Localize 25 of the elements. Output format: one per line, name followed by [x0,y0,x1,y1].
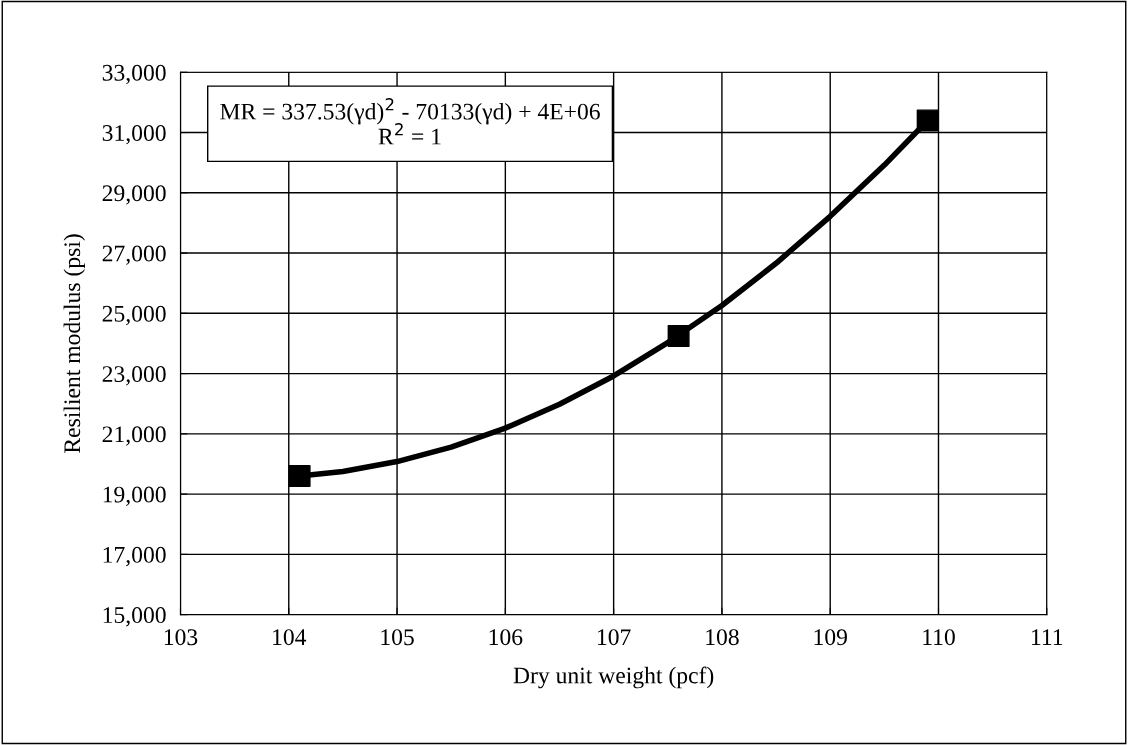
y-tick-label: 17,000 [103,546,166,567]
y-axis-title: Resilient modulus (psi) [63,234,85,453]
point [916,109,939,132]
x-tick-label: 110 [923,629,955,646]
x-tick-label: 106 [489,629,523,646]
x-tick-label: 107 [598,629,631,646]
x-tick-label: 103 [164,629,198,646]
x-tick-label: 109 [814,629,847,646]
y-tick-label: 27,000 [102,245,166,265]
y-tick-label: 19,000 [103,486,166,506]
y-tick-label: 29,000 [102,185,166,205]
y-tick-label: 25,000 [102,305,166,326]
y-tick-label: 15,000 [103,607,166,627]
x-tick-label: 108 [706,629,739,646]
y-tick-label: 21,000 [102,426,166,446]
y-tick-label: 31,000 [102,125,166,145]
x-axis-title: Dry unit weight (pcf) [513,666,714,689]
x-tick-label: 104 [273,629,307,646]
x-tick-label: 111 [1032,629,1063,645]
annotation: MR = 337.53(γd)$^{2}$ - 70133(γd) + 4E+06 R$^{2}$ = 1 [220,98,600,145]
point [667,324,690,347]
y-tick-label: 33,000 [102,64,166,85]
y-tick-label: 23,000 [102,366,166,386]
point [288,465,311,488]
x-tick-label: 105 [381,629,414,646]
